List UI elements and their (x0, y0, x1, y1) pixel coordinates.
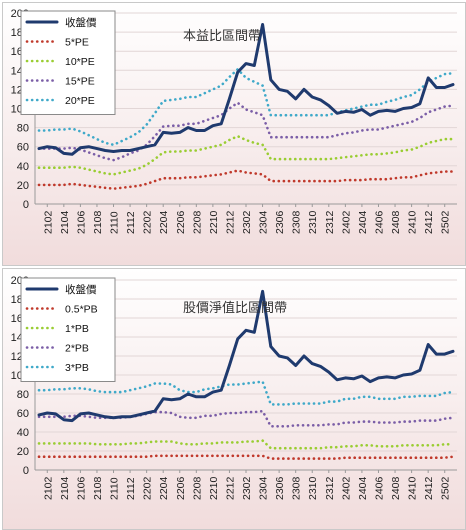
pb-series-1PB-line (37, 439, 455, 450)
pe-y-tick-label: 40 (17, 161, 29, 173)
pe-x-tick-label: 2310 (307, 210, 319, 234)
pe-x-tick-label: 2110 (109, 211, 121, 234)
pe-series-5PE-line (37, 169, 455, 190)
pe-x-tick-label: 2206 (175, 210, 187, 234)
pb-x-tick-label: 2412 (423, 476, 435, 500)
pe-x-tick-label: 2212 (224, 210, 236, 234)
pb-y-tick-label: 0 (23, 465, 29, 477)
pb-series-05PB-line (37, 454, 455, 460)
pb-x-tick-label: 2404 (357, 476, 369, 500)
pb-x-tick-label: 2210 (208, 476, 220, 500)
pb-x-tick-label: 2308 (291, 476, 303, 500)
pe-band-chart-panel: 0 20 40 60 80 100 120 140 160 180 200 2102 2104 2106 2… (2, 2, 466, 266)
pb-chart-title: 股價淨值比區間帶 (183, 300, 287, 315)
pe-x-tick-label: 2408 (390, 210, 402, 234)
pb-series-2PB-line (37, 409, 455, 428)
pb-x-tick-label: 2202 (142, 476, 154, 500)
pb-x-tick-label: 2302 (241, 476, 253, 500)
pe-chart-title: 本益比區間帶 (183, 28, 261, 43)
pe-x-tick-label: 2412 (423, 210, 435, 234)
pe-x-tick-label: 2108 (92, 210, 104, 234)
pe-x-tick-label: 2104 (59, 210, 71, 234)
pb-x-tick-label: 2312 (324, 476, 336, 500)
pb-y-tick-label: 40 (17, 427, 29, 439)
pe-x-tick-label: 2302 (241, 210, 253, 234)
pb-x-tick-label: 2212 (224, 476, 236, 500)
pe-series-10PE-line (37, 134, 455, 176)
pe-y-tick-label: 20 (17, 180, 29, 192)
pb-x-tick-label: 2106 (75, 476, 87, 500)
pe-y-tick-label: 60 (17, 142, 29, 154)
pb-x-tick-label: 2204 (158, 476, 170, 500)
pe-legend-label: 10*PE (65, 56, 95, 68)
pb-x-tick-label: 2104 (59, 476, 71, 500)
pe-x-tick-label: 2502 (440, 210, 452, 234)
pe-legend (20, 10, 116, 115)
pb-series-3PB-line (37, 380, 455, 406)
pb-legend-label: 0.5*PB (65, 304, 98, 316)
pe-legend-label: 15*PE (65, 76, 95, 88)
pe-series--line (37, 23, 455, 156)
pb-x-tick-label: 2206 (175, 476, 187, 500)
pe-series-20PE-line (37, 68, 455, 147)
pb-x-tick-label: 2310 (307, 476, 319, 500)
pe-y-tick-label: 0 (23, 199, 29, 211)
pe-x-tick-label: 2308 (291, 210, 303, 234)
pe-x-tick-label: 2208 (191, 210, 203, 234)
pe-legend-label: 收盤價 (65, 16, 97, 29)
pe-x-tick-label: 2304 (258, 210, 270, 234)
pe-legend-label: 20*PE (65, 95, 95, 107)
pb-x-tick-label: 2408 (390, 476, 402, 500)
pb-x-tick-label: 2304 (258, 476, 270, 500)
pb-x-tick-label: 2402 (340, 476, 352, 500)
pe-x-tick-label: 2102 (42, 210, 54, 234)
pe-x-tick-label: 2306 (274, 210, 286, 234)
pb-x-tick-label: 2208 (191, 476, 203, 500)
pe-x-tick-label: 2204 (158, 210, 170, 234)
pb-x-tick-label: 2112 (125, 477, 137, 500)
pb-x-tick-label: 2406 (373, 476, 385, 500)
pe-series-15PE-line (37, 101, 455, 162)
pb-y-tick-label: 20 (17, 446, 29, 458)
pe-x-tick-label: 2112 (125, 211, 137, 234)
pb-y-tick-label: 60 (17, 408, 29, 420)
pb-x-tick-label: 2306 (274, 476, 286, 500)
pe-x-tick-label: 2402 (340, 210, 352, 234)
pb-x-tick-label: 2410 (407, 476, 419, 500)
pb-x-tick-label: 2102 (42, 476, 54, 500)
pe-x-tick-label: 2106 (75, 210, 87, 234)
pe-x-tick-label: 2202 (142, 210, 154, 234)
pe-x-tick-label: 2312 (324, 210, 336, 234)
pe-x-tick-label: 2210 (208, 210, 220, 234)
pb-x-tick-label: 2110 (109, 477, 121, 500)
pb-legend (20, 277, 116, 382)
pb-x-tick-label: 2502 (440, 476, 452, 500)
pb-legend-label: 收盤價 (65, 283, 97, 296)
pe-x-tick-label: 2410 (407, 210, 419, 234)
pb-x-tick-label: 2108 (92, 476, 104, 500)
pb-legend-label: 1*PB (65, 323, 89, 335)
pb-band-chart-panel: 0 20 40 60 80 100 120 140 160 180 200 2102 2104 2106 2… (2, 268, 466, 530)
pe-y-tick-label: 80 (17, 123, 29, 135)
pe-x-tick-label: 2406 (373, 210, 385, 234)
pb-series--line (37, 289, 455, 423)
pe-x-tick-label: 2404 (357, 210, 369, 234)
pe-legend-label: 5*PE (65, 37, 89, 49)
pb-y-tick-label: 80 (17, 389, 29, 401)
pb-legend-label: 3*PB (65, 362, 89, 374)
pb-legend-label: 2*PB (65, 343, 89, 355)
